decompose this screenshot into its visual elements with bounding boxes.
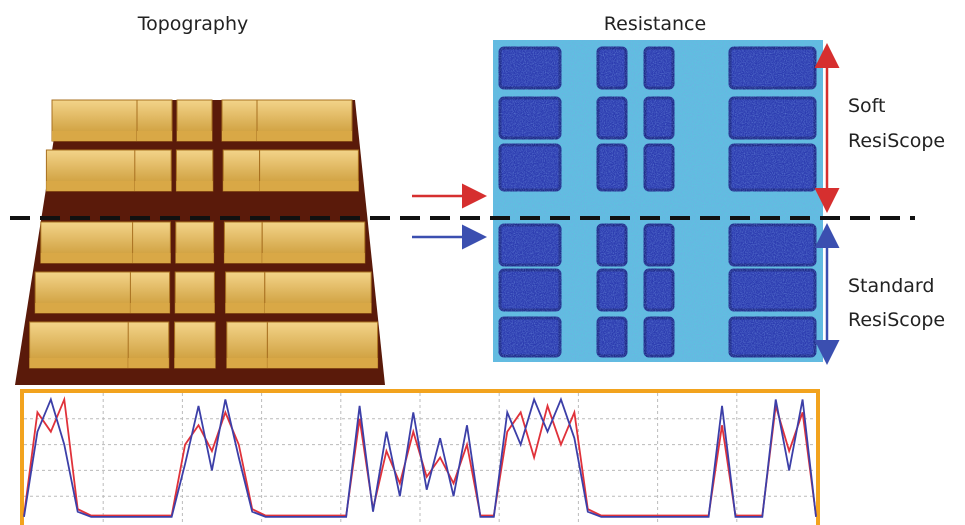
topo-block-face <box>262 253 365 263</box>
topo-block-face <box>176 253 214 263</box>
figure: Topography Resistance Soft ResiScope Sta… <box>0 0 965 525</box>
topo-block-face <box>222 131 257 141</box>
label: ResiScope <box>848 130 945 152</box>
label: ResiScope <box>848 309 945 331</box>
topo-block-face <box>265 303 371 313</box>
label: Standard <box>848 275 934 297</box>
topo-block-face <box>257 131 352 141</box>
title: Resistance <box>604 13 706 35</box>
topo-block-face <box>267 358 377 368</box>
topo-block-face <box>260 181 359 191</box>
topo-block-face <box>41 253 144 263</box>
topo-block-face <box>226 303 265 313</box>
title: Topography <box>137 13 249 35</box>
topo-block-face <box>137 131 172 141</box>
topo-block-face <box>177 131 212 141</box>
topo-block-face <box>175 358 216 368</box>
topo-block-face <box>224 253 262 263</box>
label: Soft <box>848 95 886 117</box>
topo-block-face <box>133 253 171 263</box>
topo-block-face <box>46 181 145 191</box>
topo-block-face <box>35 303 141 313</box>
topo-block-face <box>175 303 214 313</box>
profile-plot <box>22 391 818 525</box>
topo-block-face <box>176 181 212 191</box>
topo-block-face <box>30 358 140 368</box>
topo-block-face <box>223 181 259 191</box>
topo-block-face <box>130 303 169 313</box>
topo-block-face <box>227 358 268 368</box>
topography-image <box>15 100 385 385</box>
topo-block-face <box>135 181 171 191</box>
resistance-image <box>493 40 823 362</box>
topo-block-face <box>128 358 169 368</box>
topo-block-face <box>52 131 147 141</box>
